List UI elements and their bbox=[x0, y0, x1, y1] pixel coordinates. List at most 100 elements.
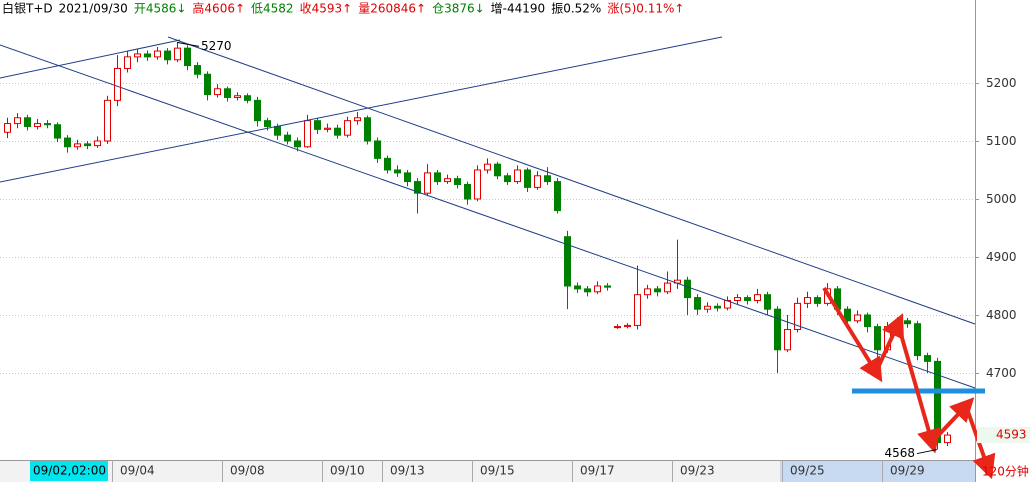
arrow bbox=[874, 313, 904, 373]
candle-body bbox=[284, 134, 291, 142]
trend-line bbox=[0, 36, 723, 183]
x-tick-label: 09/15 bbox=[480, 464, 515, 478]
candle-body bbox=[154, 50, 161, 58]
candle-body bbox=[104, 99, 111, 142]
header-item: 开4586↓ bbox=[134, 2, 187, 16]
candle-body bbox=[924, 355, 931, 362]
candle-body bbox=[314, 120, 321, 130]
y-tick-label: 4700 bbox=[986, 366, 1017, 380]
candle-body bbox=[654, 288, 661, 293]
y-tick-label: 4800 bbox=[986, 308, 1017, 322]
candle-body bbox=[344, 120, 351, 136]
high-label: 5270 bbox=[201, 39, 232, 53]
candle-body bbox=[624, 324, 631, 328]
header-item: 低4582 bbox=[251, 2, 294, 16]
x-axis-highlight bbox=[780, 460, 975, 482]
candle-body bbox=[944, 434, 951, 444]
candle-body bbox=[594, 285, 601, 293]
candle-body bbox=[844, 308, 851, 322]
trend-line bbox=[0, 44, 976, 389]
candle-body bbox=[454, 178, 461, 185]
candle-body bbox=[864, 314, 871, 328]
candle-body bbox=[34, 123, 41, 127]
trend-line bbox=[167, 36, 976, 325]
candle-body bbox=[604, 285, 611, 288]
x-tick-label: 09/17 bbox=[580, 464, 615, 478]
candle-body bbox=[274, 125, 281, 136]
candle-body bbox=[914, 323, 921, 357]
x-tick-label: 09/10 bbox=[330, 464, 365, 478]
candle-body bbox=[434, 172, 441, 183]
header: 白银T+D 2021/09/30 开4586↓ 高4606↑ 低4582 收4593↑ 量2… bbox=[2, 1, 685, 16]
candle-body bbox=[214, 88, 221, 96]
candle-body bbox=[554, 181, 561, 212]
candle-body bbox=[74, 143, 81, 148]
candle-body bbox=[404, 172, 411, 183]
candle-body bbox=[614, 326, 621, 329]
candle-body bbox=[294, 140, 301, 148]
candle-body bbox=[164, 50, 171, 61]
candle-body bbox=[464, 183, 471, 200]
period-label: 120分钟 bbox=[982, 464, 1029, 479]
header-item: 增-44190 bbox=[491, 2, 546, 16]
candle-body bbox=[134, 53, 141, 58]
y-tick-label: 5000 bbox=[986, 192, 1017, 206]
candle-body bbox=[204, 73, 211, 96]
y-tick-label: 5200 bbox=[986, 76, 1017, 90]
candle-body bbox=[804, 297, 811, 304]
arrow bbox=[896, 323, 941, 454]
header-item: 涨(5)0.11%↑ bbox=[607, 1, 684, 16]
candle-body bbox=[574, 285, 581, 290]
candle-body bbox=[264, 120, 271, 127]
x-tick-label: 09/04 bbox=[120, 464, 155, 478]
candle-body bbox=[484, 163, 491, 171]
candle-body bbox=[254, 99, 261, 122]
header-item: 收4593↑ bbox=[300, 2, 353, 16]
candle-body bbox=[4, 123, 11, 133]
trend-lines bbox=[0, 36, 976, 389]
candle-body bbox=[364, 117, 371, 142]
candle-body bbox=[784, 328, 791, 351]
candle-body bbox=[84, 143, 91, 147]
cursor-box bbox=[30, 461, 108, 481]
candle-body bbox=[634, 294, 641, 326]
candle-body bbox=[734, 297, 741, 301]
candle-body bbox=[244, 95, 251, 101]
candle-body bbox=[684, 279, 691, 299]
candle-body bbox=[374, 140, 381, 159]
candle-body bbox=[114, 67, 121, 101]
x-tick-label: 09/08 bbox=[230, 464, 265, 478]
candle-body bbox=[714, 305, 721, 309]
low-label: 4568 bbox=[884, 446, 915, 460]
candle-body bbox=[394, 169, 401, 174]
candle-body bbox=[24, 117, 31, 127]
candle-body bbox=[184, 47, 191, 67]
candle-body bbox=[124, 56, 131, 69]
candle-body bbox=[584, 288, 591, 293]
candle-body bbox=[774, 308, 781, 351]
candle-body bbox=[234, 95, 241, 98]
high-pointer bbox=[176, 41, 200, 47]
candle-body bbox=[64, 137, 71, 148]
x-tick-label: 09/23 bbox=[680, 464, 715, 478]
x-tick-label: 09/25 bbox=[790, 464, 825, 478]
header-item: 振0.52% bbox=[551, 2, 601, 16]
candle-body bbox=[534, 175, 541, 188]
candle-body bbox=[474, 169, 481, 200]
candle-body bbox=[794, 302, 801, 330]
candle-body bbox=[514, 169, 521, 183]
candle-body bbox=[324, 127, 331, 130]
candle-body bbox=[504, 175, 511, 183]
arrow bbox=[822, 286, 883, 383]
candle-body bbox=[54, 124, 61, 139]
candle-body bbox=[764, 294, 771, 310]
candle-body bbox=[564, 236, 571, 287]
candle-body bbox=[874, 326, 881, 351]
candle-body bbox=[544, 175, 551, 183]
candle-body bbox=[904, 320, 911, 325]
candle-body bbox=[144, 53, 151, 58]
header-item: 仓3876↓ bbox=[432, 2, 485, 16]
candle-body bbox=[524, 169, 531, 188]
